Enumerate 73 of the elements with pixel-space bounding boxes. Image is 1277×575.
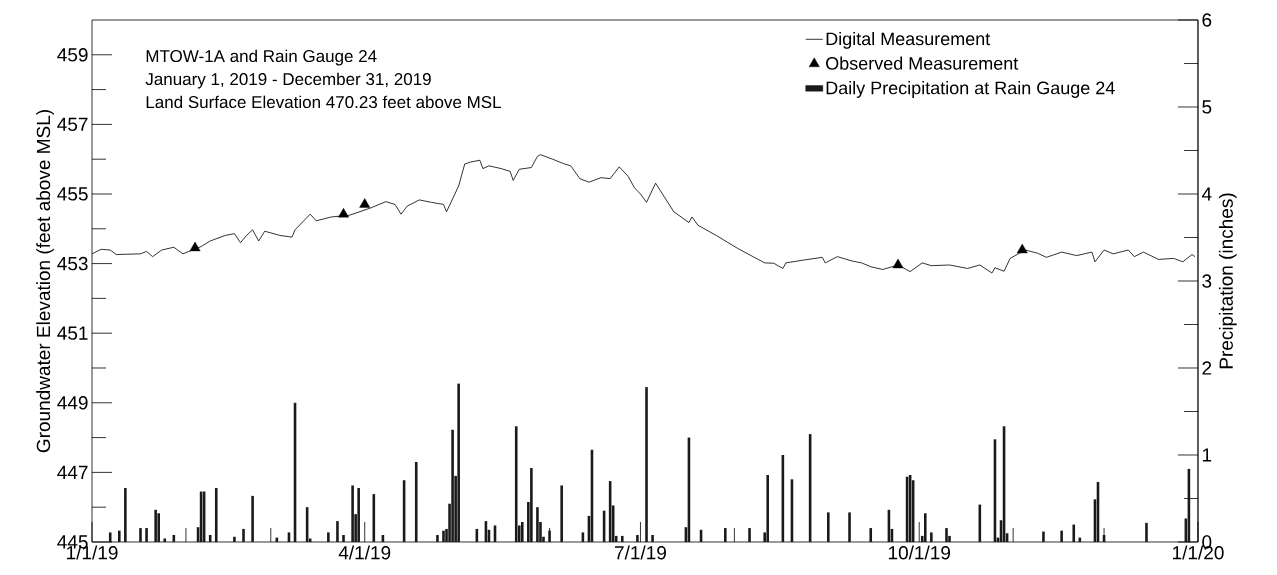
point (338, 207, 349, 218)
bar (748, 528, 751, 542)
y2-tick-label: 5 (1202, 100, 1212, 114)
annotation: Land Surface Elevation 470.23 feet above MSL (146, 95, 501, 109)
point (189, 241, 201, 252)
y2-axis-title: Precipitation (inches) (1218, 193, 1237, 369)
y-tick-label: 451 (57, 326, 88, 340)
bar (327, 532, 330, 542)
y-tick-label: 459 (57, 48, 88, 62)
y2-tick-label: 4 (1201, 187, 1212, 201)
bar (414, 461, 418, 542)
point (1016, 243, 1028, 254)
bar (1042, 531, 1045, 542)
y-tick-label: 455 (57, 187, 88, 201)
bar (514, 426, 518, 542)
bar (530, 468, 533, 542)
legend-label: Observed Measurement (826, 56, 1019, 70)
text: MTOW-1A and Rain Gauge 24 (146, 49, 377, 66)
x-tick-label: 4/1/19 (338, 545, 391, 560)
bar (117, 530, 121, 542)
bar (351, 485, 354, 542)
bar (945, 528, 948, 542)
x-tick-label: 10/1/19 (888, 545, 950, 560)
point (892, 258, 904, 269)
y2-tick-label: 3 (1202, 274, 1212, 288)
bar (930, 532, 933, 542)
y-tick-label: 449 (57, 396, 88, 410)
y-tick-label: 447 (57, 465, 88, 479)
bar (548, 530, 551, 542)
bar (145, 528, 148, 542)
bar (163, 538, 167, 542)
bar (1145, 522, 1148, 542)
bar (357, 488, 360, 542)
legend-label: Digital Measurement (826, 32, 991, 49)
bar (536, 507, 539, 542)
bar (342, 535, 345, 542)
y-axis-title: Groundwater Elevation (feet above MSL) (36, 110, 54, 453)
bar (827, 512, 830, 542)
bar (436, 535, 439, 542)
y2-tick-label: 2 (1202, 361, 1212, 375)
bar (923, 513, 927, 542)
bar (157, 513, 160, 542)
bar (442, 530, 445, 542)
bar (520, 521, 524, 542)
bar (724, 528, 727, 542)
y-tick-label: 453 (57, 256, 88, 271)
bar (651, 535, 654, 542)
bar (620, 535, 624, 542)
bar (1060, 530, 1063, 542)
y-tick-label: 457 (57, 117, 88, 132)
bar (451, 429, 454, 542)
bar (214, 488, 218, 542)
point (359, 198, 371, 208)
text: January 1, 2019 - December 31, 2019 (145, 72, 431, 89)
bar (848, 512, 851, 542)
bar (636, 535, 639, 542)
bar (336, 521, 339, 542)
bar (139, 528, 142, 542)
bar (233, 536, 236, 542)
bar (645, 387, 648, 542)
bar (124, 488, 127, 542)
bar (242, 528, 245, 542)
legend-label: Daily Precipitation at Rain Gauge 24 (826, 81, 1115, 98)
bar (1072, 524, 1076, 542)
bar (869, 528, 873, 542)
bar (457, 383, 460, 542)
x-tick-label: 7/1/19 (615, 545, 666, 560)
y2-tick-label: 1 (1202, 448, 1212, 462)
bar (154, 509, 157, 542)
bar (251, 495, 254, 542)
bar (560, 485, 563, 542)
bar (766, 474, 770, 542)
y2-tick-label: 6 (1202, 13, 1212, 27)
